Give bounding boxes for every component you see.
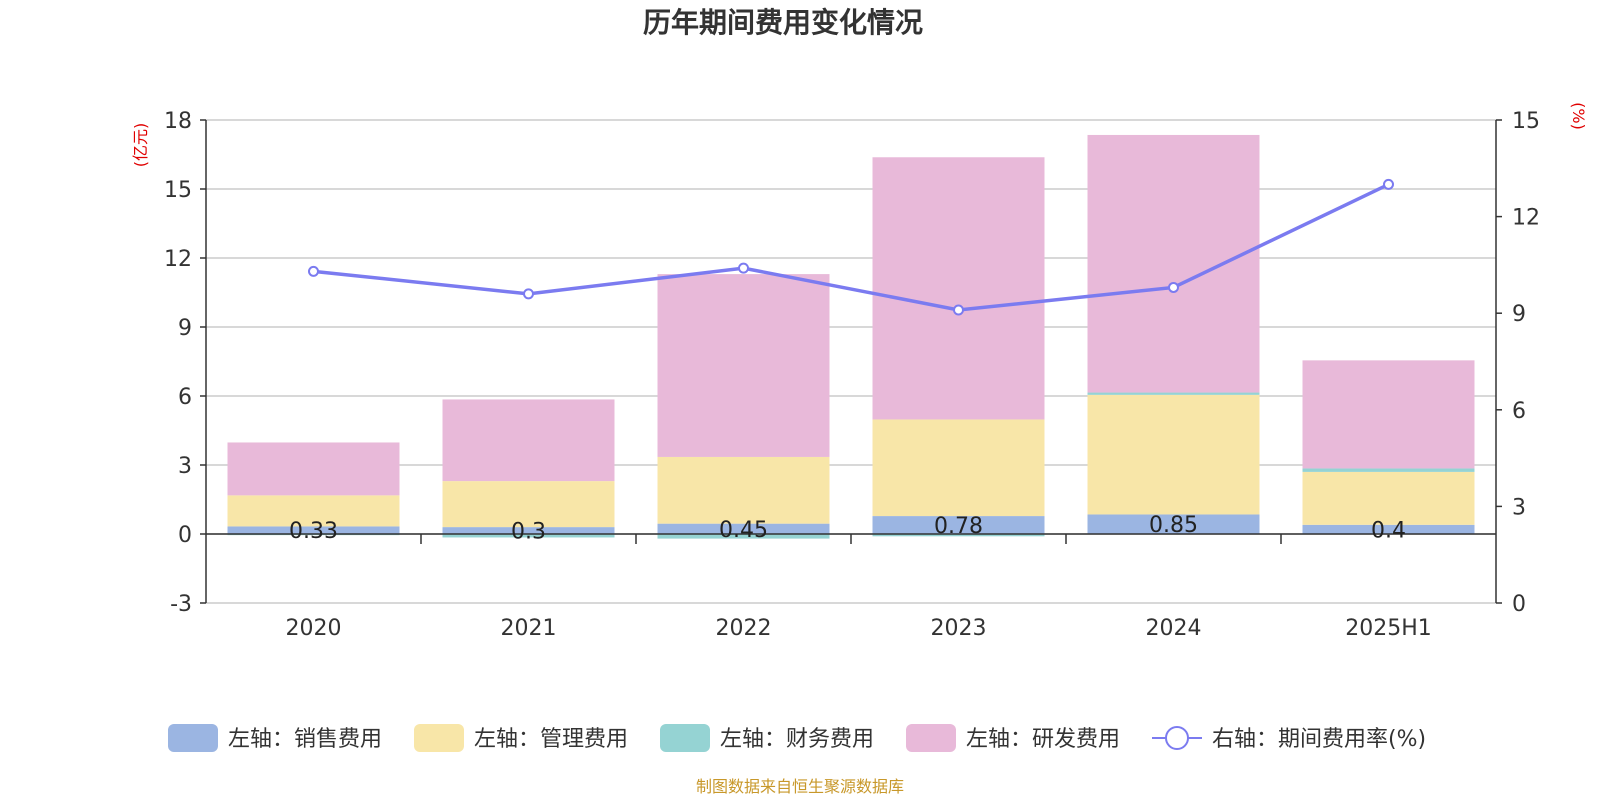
bar-segment: [442, 481, 615, 528]
right-tick-label: 9: [1512, 302, 1526, 327]
rate-point: [1383, 178, 1394, 190]
rate-line: [313, 182, 1390, 312]
left-tick-label: 0: [178, 523, 192, 548]
bar-segment: [1087, 392, 1260, 395]
legend-swatch: [168, 724, 218, 752]
right-tick-label: 12: [1512, 206, 1540, 231]
bar-segment: [872, 157, 1045, 420]
bar-segment: [872, 419, 1045, 517]
x-tick-label: 2022: [716, 616, 772, 641]
bar-segment: [657, 274, 830, 457]
bar-segment: [442, 399, 615, 482]
bar-segment: [1302, 360, 1475, 469]
chart-title: 历年期间费用变化情况: [643, 6, 923, 39]
x-tick-label: 2024: [1146, 616, 1202, 641]
data-label: 0.85: [1149, 513, 1198, 538]
bar-segment: [442, 527, 615, 534]
left-tick-label: 3: [178, 454, 192, 479]
legend-swatch: [660, 724, 710, 752]
bar-segment: [227, 526, 400, 534]
legend-label: 左轴：销售费用: [228, 727, 382, 752]
x-tick-label: 2023: [931, 616, 987, 641]
right-tick-label: 6: [1512, 399, 1526, 424]
rate-point: [953, 304, 964, 316]
bar-segment: [657, 523, 830, 534]
source-note: 制图数据来自恒生聚源数据库: [696, 777, 904, 796]
bar-series: [227, 134, 1475, 539]
left-tick-label: 12: [164, 247, 192, 272]
legend-swatch: [906, 724, 956, 752]
bar-segment: [227, 495, 400, 527]
legend-label: 左轴：研发费用: [966, 727, 1120, 752]
x-tick-label: 2025H1: [1345, 616, 1432, 641]
rate-point: [523, 288, 534, 300]
data-label: 0.45: [719, 518, 768, 543]
bar-segment: [872, 516, 1045, 534]
data-labels: 0.33 0.3 0.45 0.78 0.85 0.4: [289, 513, 1406, 544]
left-tick-label: -3: [170, 592, 192, 617]
bar-segment: [1087, 134, 1260, 393]
left-axis-unit: (亿元): [131, 123, 150, 168]
left-tick-label: 15: [164, 178, 192, 203]
bar-segment: [442, 534, 615, 538]
x-tick-label: 2020: [286, 616, 342, 641]
bar-segment: [1302, 468, 1475, 472]
right-tick-label: 15: [1512, 109, 1540, 134]
axes: -3 0 3 6 9 12 15 18 0 3 6 9 12 15 2020 2021 2022 2023 2024…: [164, 109, 1540, 641]
legend[interactable]: 左轴：销售费用 左轴：管理费用 左轴：财务费用 左轴：研发费用 右轴：期间费用率(%): [168, 724, 1426, 752]
rate-point: [308, 265, 319, 277]
data-label: 0.78: [934, 514, 983, 539]
data-label: 0.33: [289, 519, 338, 544]
bar-segment: [1087, 394, 1260, 515]
legend-label: 右轴：期间费用率(%): [1212, 727, 1426, 752]
bar-segment: [227, 442, 400, 496]
data-label: 0.3: [511, 520, 546, 545]
bar-segment: [1087, 514, 1260, 534]
line-series: [308, 178, 1394, 316]
bar-segment: [657, 534, 830, 539]
data-label: 0.4: [1371, 518, 1406, 543]
right-axis-unit: (%): [1569, 102, 1588, 130]
right-tick-label: 3: [1512, 495, 1526, 520]
left-tick-label: 9: [178, 316, 192, 341]
legend-swatch: [414, 724, 464, 752]
left-tick-label: 6: [178, 385, 192, 410]
legend-marker: [1165, 726, 1189, 750]
rate-point: [1168, 281, 1179, 293]
bar-segment: [1302, 471, 1475, 525]
left-tick-label: 18: [164, 109, 192, 134]
legend-label: 左轴：财务费用: [720, 727, 874, 752]
bar-segment: [872, 534, 1045, 537]
legend-label: 左轴：管理费用: [474, 727, 628, 752]
bar-segment: [1302, 524, 1475, 534]
rate-point: [738, 262, 749, 274]
bar-segment: [657, 456, 830, 524]
right-tick-label: 0: [1512, 592, 1526, 617]
x-tick-label: 2021: [501, 616, 557, 641]
